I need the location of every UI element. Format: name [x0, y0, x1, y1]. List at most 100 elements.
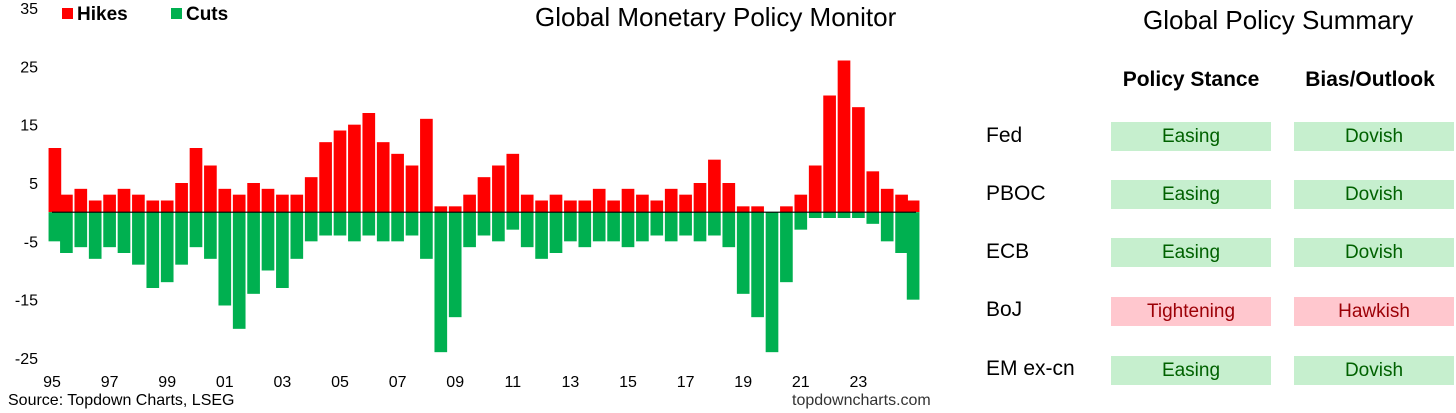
- cuts-bar: [492, 212, 505, 242]
- hikes-bar: [348, 124, 361, 213]
- x-tick-label: 97: [101, 374, 119, 391]
- cuts-bar: [88, 212, 102, 259]
- x-tick-label: 15: [619, 374, 637, 391]
- row-label-boj: BoJ: [986, 298, 1023, 321]
- cuts-bar: [765, 212, 779, 353]
- hikes-bar: [564, 200, 577, 213]
- cuts-bar: [621, 212, 635, 248]
- hikes-bar: [261, 188, 275, 213]
- hikes-bar: [751, 206, 764, 213]
- cuts-bar: [751, 212, 764, 318]
- hikes-bar: [722, 183, 736, 213]
- header-bias-outlook: Bias/Outlook: [1305, 68, 1435, 91]
- cuts-bar: [348, 212, 361, 242]
- x-tick-label: 07: [389, 374, 407, 391]
- hikes-bar: [376, 142, 390, 213]
- cuts-bar: [866, 212, 880, 224]
- cuts-bar: [60, 212, 73, 253]
- row-label-pboc: PBOC: [986, 182, 1046, 205]
- hikes-bar: [463, 194, 476, 213]
- y-tick-label: -5: [24, 234, 38, 251]
- cuts-bar: [189, 212, 203, 248]
- cuts-bar: [362, 212, 376, 236]
- hikes-bar: [535, 200, 548, 213]
- hikes-bar: [823, 95, 836, 213]
- cuts-bar: [895, 212, 908, 253]
- source-note: Source: Topdown Charts, LSEG: [8, 392, 235, 409]
- x-tick-label: 23: [850, 374, 868, 391]
- hikes-bar: [880, 188, 894, 213]
- cuts-bar: [906, 212, 920, 300]
- hikes-bar: [708, 159, 721, 213]
- x-tick-label: 11: [504, 374, 521, 391]
- stance-boj: Tightening: [1111, 297, 1271, 326]
- cuts-bar: [636, 212, 649, 242]
- cuts-bar: [592, 212, 606, 242]
- hikes-bar: [650, 200, 664, 213]
- cuts-bar: [405, 212, 419, 236]
- hikes-bar: [48, 148, 62, 213]
- cuts-bar: [808, 212, 822, 218]
- cuts-bar: [520, 212, 534, 248]
- cuts-bar: [780, 212, 793, 283]
- hikes-bar: [232, 194, 246, 213]
- x-tick-label: 05: [331, 374, 349, 391]
- cuts-bar: [160, 212, 174, 283]
- cuts-bar: [880, 212, 894, 242]
- cuts-bar: [650, 212, 664, 236]
- cuts-bar: [535, 212, 548, 259]
- cuts-bar: [823, 212, 836, 218]
- y-tick-label: 25: [20, 59, 38, 76]
- legend-label-hikes: Hikes: [77, 4, 128, 25]
- hikes-bar: [837, 60, 851, 213]
- bias-ecb: Dovish: [1294, 238, 1454, 267]
- cuts-bar: [146, 212, 160, 288]
- y-tick-label: 5: [29, 176, 38, 193]
- hikes-bar: [895, 194, 908, 213]
- hikes-bar: [607, 200, 620, 213]
- cuts-bar: [117, 212, 131, 253]
- cuts-bar: [132, 212, 145, 265]
- bias-pboc: Dovish: [1294, 180, 1454, 209]
- cuts-bar: [218, 212, 232, 306]
- x-tick-label: 17: [677, 374, 695, 391]
- hikes-bar: [88, 200, 102, 213]
- hikes-bar: [492, 165, 505, 213]
- x-tick-label: 19: [734, 374, 752, 391]
- cuts-bar: [204, 212, 217, 259]
- row-label-ecb: ECB: [986, 240, 1030, 263]
- hikes-bar: [405, 165, 419, 213]
- x-tick-label: 01: [216, 374, 234, 391]
- cuts-bar: [48, 212, 62, 242]
- hikes-bar: [808, 165, 822, 213]
- hikes-bar: [276, 194, 289, 213]
- stance-fed: Easing: [1111, 122, 1271, 151]
- cuts-bar: [74, 212, 88, 248]
- hikes-bar: [74, 188, 88, 213]
- hikes-bar: [362, 113, 376, 213]
- legend-hikes: Hikes: [62, 4, 128, 26]
- hikes-bar: [636, 194, 649, 213]
- cuts-bar: [564, 212, 577, 242]
- y-tick-label: 15: [20, 118, 38, 135]
- cuts-bar: [693, 212, 707, 242]
- hikes-bar: [204, 165, 217, 213]
- hikes-bar: [132, 194, 145, 213]
- cuts-bar: [333, 212, 347, 236]
- cuts-bar: [708, 212, 721, 236]
- hikes-bar: [391, 153, 404, 213]
- cuts-bar: [852, 212, 865, 218]
- cuts-bar: [837, 212, 851, 218]
- cuts-bar: [391, 212, 404, 242]
- hikes-bar: [736, 206, 750, 213]
- cuts-bar: [290, 212, 304, 259]
- cuts-bar: [232, 212, 246, 329]
- legend-swatch-cuts: [170, 8, 182, 19]
- chart-title: Global Monetary Policy Monitor: [535, 2, 897, 32]
- hikes-bar: [621, 188, 635, 213]
- cuts-bar: [276, 212, 289, 288]
- x-tick-label: 21: [792, 374, 810, 391]
- row-label-em-ex-cn: EM ex-cn: [986, 357, 1075, 380]
- legend-label-cuts: Cuts: [185, 4, 229, 25]
- summary-title: Global Policy Summary: [1143, 5, 1414, 35]
